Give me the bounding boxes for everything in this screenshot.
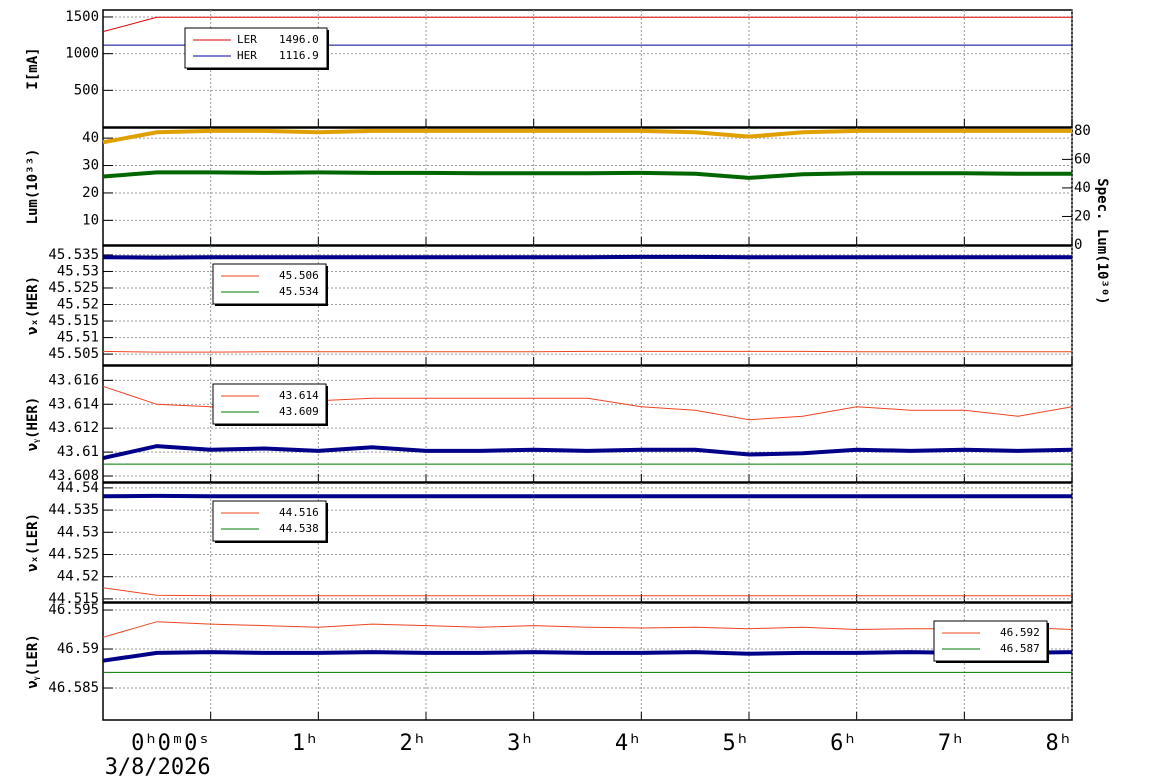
x-tick-label: 0ʰ0ᵐ0ˢ bbox=[131, 731, 210, 756]
y2-axis-label: Spec. Lum(10³⁰) bbox=[1094, 178, 1110, 304]
y-tick-label: 45.51 bbox=[57, 330, 99, 346]
legend-label: 43.609 bbox=[279, 405, 319, 418]
y-tick-label: 46.59 bbox=[57, 641, 99, 657]
y-axis-label: νᵧ(LER) bbox=[25, 634, 41, 689]
y2-tick-label: 20 bbox=[1074, 208, 1091, 224]
legend-box bbox=[184, 27, 328, 69]
series-line bbox=[102, 621, 1073, 638]
legend-label: HER bbox=[237, 49, 257, 62]
y-tick-label: 45.52 bbox=[57, 297, 99, 313]
legend-box bbox=[212, 383, 327, 425]
legend-box bbox=[212, 263, 327, 305]
y-tick-label: 44.515 bbox=[48, 591, 99, 607]
y2-tick-label: 60 bbox=[1074, 151, 1091, 167]
y-tick-label: 46.595 bbox=[48, 602, 99, 618]
panel-frame bbox=[102, 127, 1073, 246]
legend: LER 1496.0 HER 1116.9 bbox=[184, 27, 329, 70]
legend-value: 1496.0 bbox=[279, 33, 319, 46]
legend-label: LER bbox=[237, 33, 257, 46]
y-tick-label: 20 bbox=[82, 185, 99, 201]
y-tick-label: 44.535 bbox=[48, 502, 99, 518]
legend-label: 46.592 bbox=[1000, 626, 1040, 639]
series-line bbox=[102, 254, 1072, 260]
y-tick-label: 45.535 bbox=[48, 247, 99, 263]
x-tick-label: 3ʰ bbox=[507, 731, 534, 756]
panel-frame bbox=[102, 9, 1073, 128]
series-line bbox=[102, 587, 1072, 597]
y-axis-label: I[mA] bbox=[25, 47, 41, 89]
y-tick-label: 1500 bbox=[65, 9, 99, 25]
y-tick-label: 44.52 bbox=[57, 569, 99, 585]
series-line bbox=[102, 16, 1072, 33]
y-tick-label: 44.54 bbox=[57, 480, 99, 496]
y-axis-label: νₓ(HER) bbox=[25, 276, 41, 335]
y2-tick-label: 80 bbox=[1074, 123, 1091, 139]
y-tick-label: 43.61 bbox=[57, 444, 99, 460]
x-tick-label: 6ʰ bbox=[830, 731, 857, 756]
series-line bbox=[102, 444, 1073, 461]
series-line bbox=[102, 350, 1072, 353]
legend-label: 45.534 bbox=[279, 285, 319, 298]
y-tick-label: 1000 bbox=[65, 46, 99, 62]
panel-frame bbox=[102, 482, 1073, 603]
y-axis-label: νₓ(LER) bbox=[25, 513, 41, 572]
legend: 46.592 46.587 bbox=[933, 620, 1049, 663]
legend: 44.516 44.538 bbox=[212, 500, 328, 543]
y-tick-label: 43.608 bbox=[48, 468, 99, 484]
y2-tick-label: 0 bbox=[1074, 237, 1082, 253]
y-tick-label: 43.612 bbox=[48, 420, 99, 436]
y-tick-label: 500 bbox=[74, 82, 99, 98]
legend-box bbox=[933, 620, 1048, 662]
legend-value: 1116.9 bbox=[279, 49, 319, 62]
x-sublabel: 3/8/2026 bbox=[105, 755, 211, 780]
x-tick-label: 8ʰ bbox=[1046, 731, 1073, 756]
legend-label: 45.506 bbox=[279, 269, 319, 282]
series-line bbox=[102, 650, 1073, 663]
legend-label: 44.516 bbox=[279, 506, 319, 519]
legend-box bbox=[212, 500, 327, 542]
x-tick-label: 1ʰ bbox=[292, 731, 319, 756]
y-tick-label: 40 bbox=[82, 130, 99, 146]
y-tick-label: 45.505 bbox=[48, 346, 99, 362]
legend: 43.614 43.609 bbox=[212, 383, 328, 426]
y-tick-label: 30 bbox=[82, 158, 99, 174]
x-tick-label: 2ʰ bbox=[400, 731, 427, 756]
y-tick-label: 44.53 bbox=[57, 524, 99, 540]
legend: 45.506 45.534 bbox=[212, 263, 328, 306]
legend-label: 43.614 bbox=[279, 389, 319, 402]
panel-frame bbox=[102, 245, 1073, 366]
y-tick-label: 44.525 bbox=[48, 546, 99, 562]
series-line bbox=[102, 128, 1072, 145]
y-tick-label: 45.53 bbox=[57, 263, 99, 279]
y-axis-label: Lum(10³³) bbox=[25, 149, 41, 225]
y-tick-label: 46.585 bbox=[48, 680, 99, 696]
x-tick-label: 5ʰ bbox=[723, 731, 750, 756]
series-line bbox=[102, 170, 1072, 180]
legend-label: 44.538 bbox=[279, 522, 319, 535]
y-tick-label: 43.614 bbox=[48, 396, 99, 412]
y-tick-label: 45.525 bbox=[48, 280, 99, 296]
y-tick-label: 45.515 bbox=[48, 313, 99, 329]
y-tick-label: 43.616 bbox=[48, 372, 99, 388]
legend-label: 46.587 bbox=[1000, 642, 1040, 655]
y-tick-label: 10 bbox=[82, 212, 99, 228]
x-tick-label: 4ʰ bbox=[615, 731, 642, 756]
y2-tick-label: 40 bbox=[1074, 180, 1091, 196]
y-axis-label: νᵧ(HER) bbox=[25, 397, 41, 452]
panel-frame bbox=[102, 602, 1073, 721]
x-tick-label: 7ʰ bbox=[938, 731, 965, 756]
